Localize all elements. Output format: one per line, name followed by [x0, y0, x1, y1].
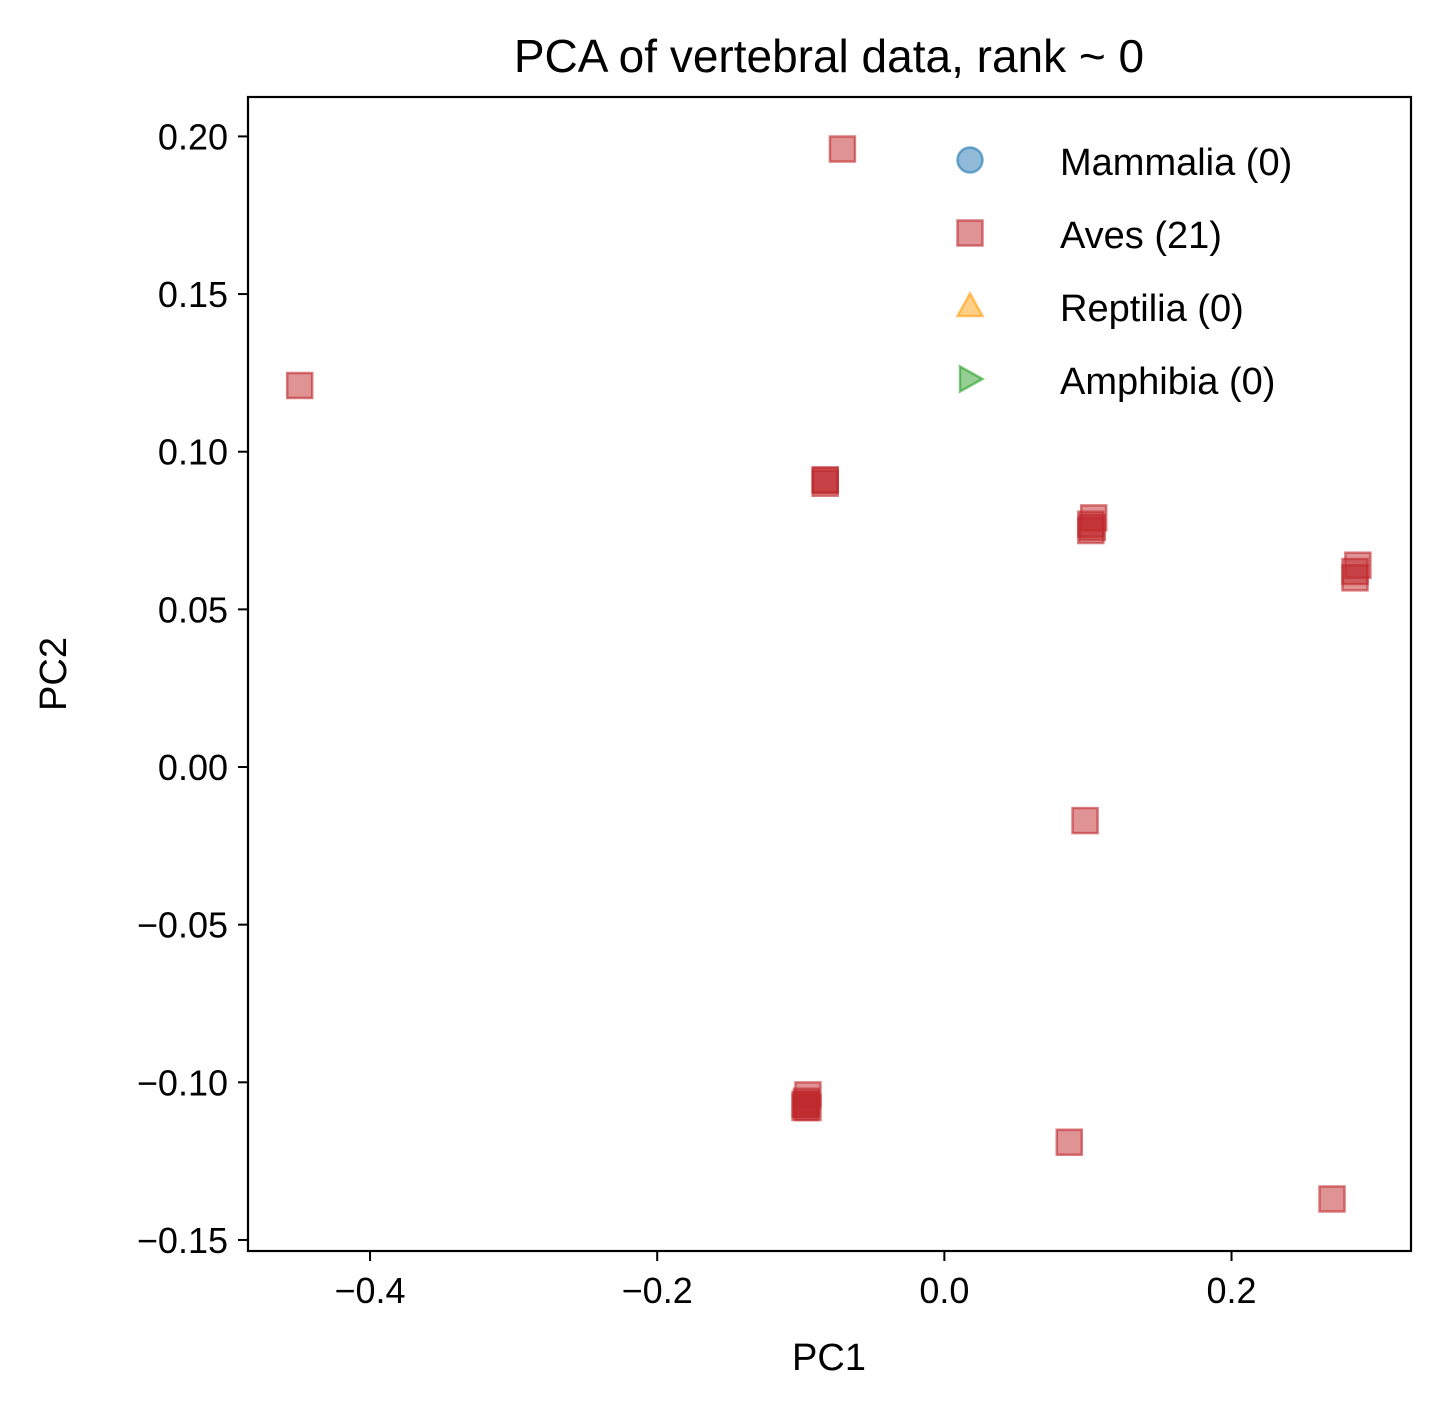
y-tick-label: −0.15: [137, 1220, 228, 1261]
chart-title: PCA of vertebral data, rank ~ 0: [514, 30, 1144, 82]
legend-entry-label: Aves (21): [1060, 215, 1222, 257]
y-axis-label: PC2: [33, 637, 75, 711]
legend: Mammalia (0) Aves (21) Reptilia (0) Amphibi…: [955, 142, 1292, 403]
data-point-square: [285, 371, 314, 400]
legend-marker-square: [956, 219, 984, 247]
x-tick-label: 0.2: [1207, 1270, 1257, 1311]
y-tick-label: 0.15: [158, 274, 228, 315]
y-tick-label: −0.05: [137, 905, 228, 946]
legend-marker-triangle-right: [958, 364, 986, 394]
x-tick-label: 0.0: [919, 1270, 969, 1311]
data-point-square: [1055, 1128, 1084, 1156]
legend-entry-label: Amphibia (0): [1060, 361, 1275, 403]
data-point-square: [792, 1090, 821, 1119]
y-tick-label: 0.05: [158, 589, 228, 630]
plot-area-frame: [246, 95, 1413, 1253]
data-point-square: [1318, 1185, 1346, 1213]
legend-entry-label: Reptilia (0): [1060, 288, 1244, 330]
points-layer: [285, 135, 1372, 1213]
data-point-square: [1071, 806, 1099, 835]
data-point-square: [828, 135, 857, 163]
x-axis-label: PC1: [792, 1337, 866, 1379]
x-tick-label: −0.4: [335, 1270, 406, 1311]
y-tick-label: 0.10: [158, 432, 228, 473]
data-point-square: [1341, 564, 1369, 592]
data-point-square: [1077, 510, 1105, 538]
y-axis-ticks: 0.20 0.15 0.10 0.05 0.00 −0.05 −0.10 −0.15: [137, 116, 248, 1261]
legend-marker-circle: [956, 146, 984, 174]
data-point-square: [811, 466, 839, 494]
x-axis-ticks: −0.4 −0.2 0.0 0.2: [335, 1251, 1257, 1311]
legend-entry-label: Mammalia (0): [1060, 142, 1292, 184]
x-tick-label: −0.2: [622, 1270, 693, 1311]
legend-marker-triangle-up: [955, 290, 985, 318]
y-tick-label: 0.00: [158, 747, 228, 788]
y-tick-label: 0.20: [158, 116, 228, 157]
y-tick-label: −0.10: [137, 1062, 228, 1103]
